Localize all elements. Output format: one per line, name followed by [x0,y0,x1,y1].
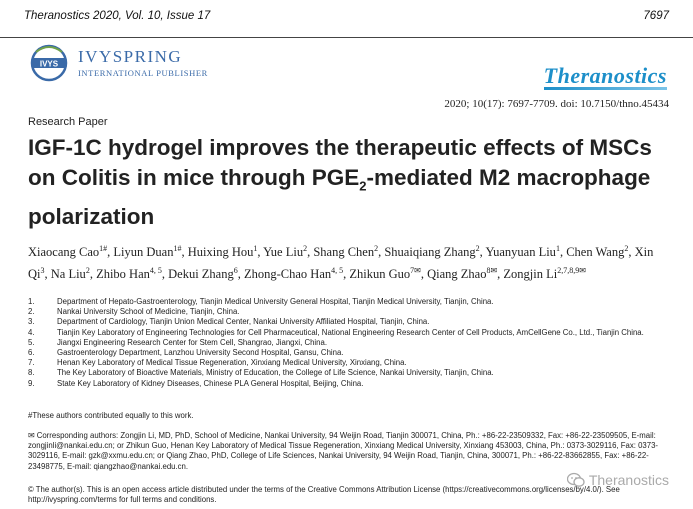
title-part-2: -mediated M2 macrophage polarization [28,165,651,229]
author-name: Chen Wang [566,245,625,260]
author: Dekui Zhang6 [168,265,238,281]
author-affiliation-marker: 2 [303,244,308,253]
author-affiliation-marker: 6 [233,265,238,275]
author: Liyun Duan1# [113,244,182,260]
author-name: Xin Qi [28,245,654,281]
affiliation-item: 5. Jiangxi Engineering Research Center fo… [28,338,688,348]
affiliation-text: Nankai University School of Medicine, Ti… [57,307,240,317]
affiliation-number: 3. [28,317,35,327]
wechat-icon [566,472,585,487]
title-part-1: IGF-1C hydrogel improves the therapeutic… [28,135,652,190]
author-affiliation-marker: 2 [624,244,629,253]
author: Qiang Zhao8✉ [427,265,498,281]
author: Shang Chen2 [313,244,379,260]
author: Xiaocang Cao1# [28,244,108,260]
author-name: Yue Liu [263,245,304,260]
author-name: Huixing Hou [187,245,254,260]
author-affiliation-marker: 2 [475,244,480,253]
author-list: Xiaocang Cao1#, Liyun Duan1#, Huixing Ho… [28,244,654,281]
affiliation-text: Henan Key Laboratory of Medical Tissue R… [57,358,407,368]
author-affiliation-marker: 2,7,8,9✉ [557,265,586,275]
affiliation-number: 1. [28,297,35,306]
author-affiliation-marker: 8✉ [486,265,498,275]
author-name: Zongjin Li [503,266,558,281]
affiliation-item: 1. Department of Hepato-Gastroenterology,… [28,297,688,307]
author-name: Na Liu [50,266,86,281]
author-name: Zhong-Chao Han [243,266,332,281]
author-affiliation-marker: 1# [173,244,182,253]
author-affiliation-marker: 4, 5 [149,265,162,275]
author: Chen Wang2 [566,244,629,260]
affiliation-item: 6. Gastroenterology Department, Lanzhou U… [28,348,688,358]
author-affiliation-marker: 1# [99,244,108,253]
author: Yue Liu2 [263,244,308,260]
affiliation-text: Gastroenterology Department, Lanzhou Uni… [57,348,344,358]
article-type-label: Research Paper [28,116,108,128]
affiliation-text: Tianjin Key Laboratory of Engineering Te… [57,327,644,337]
author-name: Dekui Zhang [168,266,234,281]
author-name: Yuanyuan Liu [485,245,556,260]
author: Xin Qi3 [28,245,653,281]
affiliation-number: 8. [28,368,35,378]
watermark-text: Theranostics [588,472,669,488]
page-header: Theranostics 2020, Vol. 10, Issue 17 769… [0,0,693,38]
affiliation-list: 1. Department of Hepato-Gastroenterology,… [28,297,688,389]
author-name: Shang Chen [313,245,375,260]
title-subscript: 2 [359,178,367,194]
affiliation-text: Department of Hepato-Gastroenterology, T… [57,297,494,306]
publisher-name: IVYSPRING [78,47,183,66]
affiliation-item: 4. Tianjin Key Laboratory of Engineering … [28,328,688,338]
affiliation-number: 2. [28,307,35,317]
affiliation-item: 2. Nankai University School of Medicine, … [28,307,688,317]
affiliation-item: 8. The Key Laboratory of Bioactive Materi… [28,368,688,378]
affiliation-text: Jiangxi Engineering Research Center for … [57,337,328,347]
author-name: Xiaocang Cao [28,245,100,260]
page-number: 7697 [643,10,669,22]
author-affiliation-marker: 1 [555,244,560,253]
ivyspring-logo-icon: IVYS [30,44,68,82]
author-name: Zhikun Guo [349,266,411,281]
author-affiliation-marker: 7✉ [410,265,421,275]
author-name: Shuaiqiang Zhang [384,245,476,260]
author: Huixing Hou1 [187,244,258,260]
svg-text:IVYS: IVYS [40,60,59,69]
author: Zhikun Guo7✉ [349,265,421,281]
author-name: Zhibo Han [96,266,150,281]
affiliation-number: 6. [28,348,35,358]
author-affiliation-marker: 3 [40,265,45,275]
watermark: Theranostics [566,472,669,488]
journal-logo[interactable]: Theranostics [543,63,668,90]
author-affiliation-marker: 2 [374,244,379,253]
affiliation-number: 9. [28,378,35,388]
author-name: Qiang Zhao [427,266,487,281]
affiliation-number: 7. [28,358,35,368]
author-name: Liyun Duan [113,245,174,260]
affiliation-item: 3. Department of Cardiology, Tianjin Unio… [28,317,688,327]
publisher-logo[interactable]: IVYS IVYSPRING INTERNATIONAL PUBLISHER [28,44,248,84]
author: Zhong-Chao Han4, 5 [243,265,344,281]
citation-line: 2020; 10(17): 7697-7709. doi: 10.7150/th… [444,98,669,110]
author: Na Liu2 [50,265,90,281]
author-affiliation-marker: 1 [253,244,258,253]
affiliation-number: 5. [28,337,35,347]
affiliation-item: 7. Henan Key Laboratory of Medical Tissue… [28,358,688,368]
affiliation-text: Department of Cardiology, Tianjin Union … [57,317,430,327]
author: Yuanyuan Liu1 [485,244,560,260]
author: Shuaiqiang Zhang2 [384,244,480,260]
affiliation-item: 9. State Key Laboratory of Kidney Disease… [28,379,688,389]
author: Zhibo Han4, 5 [96,265,162,281]
affiliation-text: The Key Laboratory of Bioactive Material… [57,368,494,378]
affiliation-number: 4. [28,327,35,337]
author-affiliation-marker: 2 [85,265,90,275]
license-statement: © The author(s). This is an open access … [28,485,620,505]
author: Zongjin Li2,7,8,9✉ [503,265,586,281]
journal-reference: Theranostics 2020, Vol. 10, Issue 17 [24,10,211,22]
affiliation-text: State Key Laboratory of Kidney Diseases,… [57,378,364,388]
equal-contribution-note: #These authors contributed equally to th… [28,411,194,420]
author-affiliation-marker: 4, 5 [331,265,344,275]
corresponding-authors: ✉ Corresponding authors: Zongjin Li, MD,… [28,431,659,471]
article-title: IGF-1C hydrogel improves the therapeutic… [28,133,678,232]
publisher-subtitle: INTERNATIONAL PUBLISHER [78,68,208,78]
